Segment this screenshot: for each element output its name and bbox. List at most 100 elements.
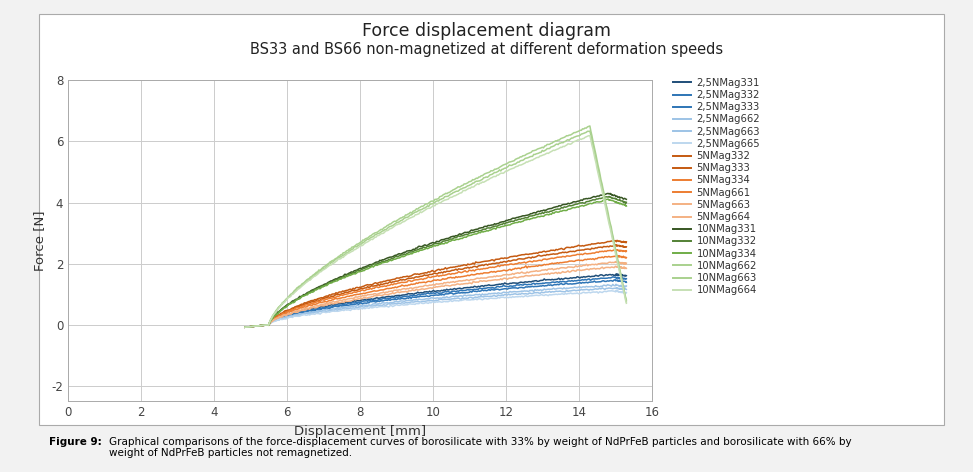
- 5NMag661: [610, 253, 622, 259]
- X-axis label: Displacement [mm]: Displacement [mm]: [294, 425, 426, 438]
- 10NMag332: [385, 256, 397, 261]
- 10NMag664: [621, 301, 632, 306]
- 10NMag331: [604, 191, 616, 196]
- 2,5NMag663: [621, 287, 632, 292]
- 10NMag664: [596, 188, 608, 194]
- 2,5NMag333: [239, 324, 251, 330]
- 10NMag334: [530, 215, 542, 220]
- 2,5NMag331: [613, 272, 625, 278]
- 2,5NMag663: [616, 286, 628, 292]
- 10NMag334: [621, 203, 632, 209]
- Line: 2,5NMag332: 2,5NMag332: [245, 277, 627, 327]
- Text: Figure 9:: Figure 9:: [49, 437, 105, 447]
- 2,5NMag663: [388, 301, 400, 307]
- Line: 2,5NMag333: 2,5NMag333: [245, 280, 627, 327]
- 5NMag664: [616, 265, 628, 271]
- 10NMag334: [385, 258, 397, 263]
- 10NMag664: [604, 225, 616, 231]
- 2,5NMag332: [607, 274, 619, 280]
- 5NMag333: [239, 324, 251, 330]
- 10NMag664: [584, 133, 595, 138]
- 10NMag662: [516, 154, 527, 160]
- 2,5NMag333: [582, 280, 594, 286]
- 2,5NMag331: [536, 278, 548, 283]
- 10NMag332: [613, 197, 625, 203]
- 2,5NMag333: [536, 283, 548, 289]
- 5NMag334: [536, 258, 548, 263]
- Line: 10NMag334: 10NMag334: [245, 199, 627, 327]
- 10NMag331: [575, 197, 587, 203]
- 10NMag664: [606, 235, 618, 241]
- 5NMag333: [536, 253, 548, 259]
- 5NMag334: [388, 281, 400, 287]
- 5NMag664: [239, 324, 251, 330]
- Line: 2,5NMag662: 2,5NMag662: [245, 284, 627, 327]
- 5NMag333: [616, 244, 628, 249]
- 5NMag664: [388, 291, 400, 296]
- 5NMag663: [388, 287, 400, 293]
- 10NMag334: [602, 196, 614, 202]
- 10NMag662: [378, 225, 390, 230]
- 2,5NMag665: [610, 287, 622, 293]
- 10NMag663: [621, 299, 632, 304]
- 5NMag332: [621, 239, 632, 245]
- 10NMag331: [612, 194, 624, 200]
- 2,5NMag332: [536, 281, 548, 287]
- 10NMag332: [239, 324, 251, 330]
- 5NMag661: [613, 253, 625, 259]
- 10NMag334: [608, 198, 620, 204]
- 10NMag331: [613, 194, 625, 200]
- 2,5NMag332: [616, 275, 628, 280]
- Line: 5NMag661: 5NMag661: [245, 256, 627, 327]
- 10NMag663: [516, 158, 527, 163]
- 2,5NMag663: [536, 289, 548, 295]
- 10NMag332: [603, 194, 615, 199]
- 2,5NMag665: [616, 290, 628, 295]
- 5NMag332: [582, 242, 594, 248]
- 10NMag332: [575, 200, 587, 206]
- 5NMag663: [621, 261, 632, 266]
- 5NMag333: [613, 243, 625, 248]
- Text: Graphical comparisons of the force-displacement curves of borosilicate with 33% : Graphical comparisons of the force-displ…: [109, 437, 851, 458]
- 2,5NMag332: [582, 277, 594, 282]
- 10NMag663: [559, 139, 570, 144]
- 10NMag662: [604, 220, 616, 226]
- 2,5NMag332: [388, 295, 400, 301]
- 10NMag662: [621, 297, 632, 303]
- Line: 5NMag663: 5NMag663: [245, 261, 627, 327]
- 2,5NMag665: [239, 324, 251, 330]
- 5NMag663: [616, 260, 628, 265]
- 5NMag663: [582, 263, 594, 269]
- 2,5NMag662: [239, 324, 251, 330]
- 10NMag331: [239, 324, 251, 330]
- 5NMag334: [621, 248, 632, 254]
- 10NMag662: [584, 123, 595, 129]
- 5NMag332: [616, 239, 628, 245]
- 2,5NMag665: [621, 290, 632, 295]
- 10NMag662: [606, 230, 618, 236]
- 10NMag334: [239, 324, 251, 330]
- 2,5NMag662: [610, 281, 622, 287]
- 2,5NMag332: [621, 276, 632, 282]
- 5NMag332: [388, 277, 400, 282]
- 5NMag661: [536, 263, 548, 269]
- 10NMag664: [559, 144, 570, 150]
- Text: BS33 and BS66 non-magnetized at different deformation speeds: BS33 and BS66 non-magnetized at differen…: [250, 42, 723, 57]
- 2,5NMag331: [616, 273, 628, 278]
- Line: 10NMag663: 10NMag663: [245, 131, 627, 327]
- 10NMag334: [575, 203, 587, 209]
- 2,5NMag665: [388, 303, 400, 309]
- 10NMag663: [606, 232, 618, 237]
- 10NMag334: [613, 201, 625, 207]
- 10NMag663: [596, 185, 608, 191]
- 5NMag663: [610, 259, 622, 264]
- 10NMag331: [621, 196, 632, 202]
- 5NMag332: [536, 249, 548, 255]
- 2,5NMag331: [616, 273, 628, 279]
- 2,5NMag333: [616, 278, 628, 284]
- 10NMag663: [378, 227, 390, 232]
- 10NMag664: [239, 324, 251, 330]
- Text: Force displacement diagram: Force displacement diagram: [362, 22, 611, 40]
- 2,5NMag663: [613, 286, 625, 291]
- 2,5NMag662: [613, 283, 625, 288]
